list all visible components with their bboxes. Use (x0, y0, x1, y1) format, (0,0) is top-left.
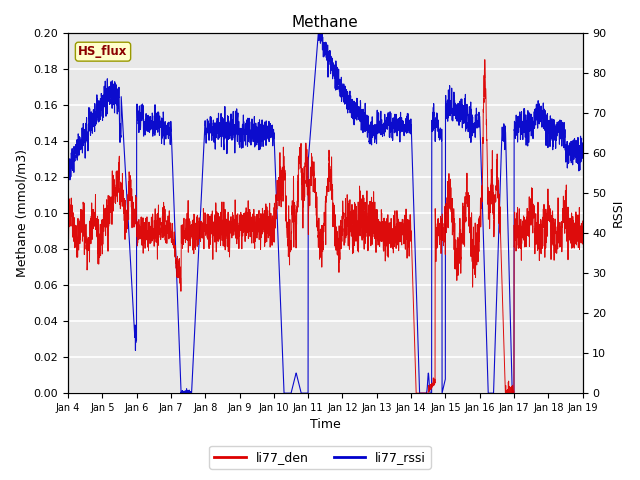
Legend: li77_den, li77_rssi: li77_den, li77_rssi (209, 446, 431, 469)
Text: HS_flux: HS_flux (78, 45, 128, 58)
Title: Methane: Methane (292, 15, 358, 30)
Y-axis label: RSSI: RSSI (612, 199, 625, 227)
X-axis label: Time: Time (310, 419, 340, 432)
Y-axis label: Methane (mmol/m3): Methane (mmol/m3) (15, 149, 28, 277)
